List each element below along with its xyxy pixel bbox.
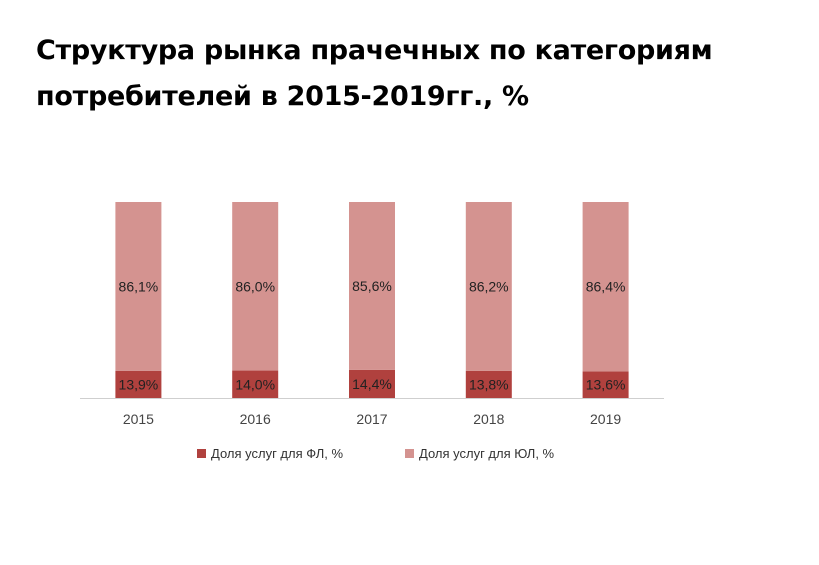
legend-swatch-fl (197, 449, 206, 458)
x-tick-label-2015: 2015 (123, 411, 154, 427)
data-label-fl-2019: 13,6% (586, 377, 626, 393)
x-tick-label-2017: 2017 (356, 411, 387, 427)
chart-title: Структура рынка прачечных по категориям … (36, 35, 713, 112)
bar-fl-2015 (115, 370, 162, 398)
bar-yl-2018 (465, 202, 512, 371)
x-axis-ticks: 2015 2016 2017 2018 2019 (123, 411, 622, 427)
x-tick-label-2018: 2018 (473, 411, 504, 427)
bar-yl-2017 (349, 202, 395, 370)
bar-fl-2017 (349, 369, 395, 398)
x-tick-label-2019: 2019 (590, 411, 621, 427)
data-label-fl-2016: 14,0% (235, 376, 275, 392)
legend-label-fl: Доля услуг для ФЛ, % (211, 446, 343, 461)
legend-label-yl: Доля услуг для ЮЛ, % (419, 446, 555, 461)
bar-fl-2018 (465, 370, 512, 398)
data-label-yl-2015: 86,1% (119, 278, 159, 294)
x-tick-label-2016: 2016 (240, 411, 271, 427)
data-label-fl-2017: 14,4% (352, 376, 392, 392)
bar-yl-2015 (115, 202, 162, 371)
data-label-yl-2018: 86,2% (469, 278, 509, 294)
data-label-yl-2017: 85,6% (352, 278, 392, 294)
data-label-yl-2019: 86,4% (586, 279, 626, 295)
bar-yl-2019 (582, 202, 629, 372)
bar-fl-2016 (232, 370, 279, 398)
legend: Доля услуг для ФЛ, % Доля услуг для ЮЛ, % (197, 446, 555, 461)
bars-layer: 13,9% 86,1% 14,0% 86,0% 14,4% 85,6% 13,8% 86,2%… (115, 202, 629, 398)
bar-yl-2016 (232, 202, 279, 371)
bar-fl-2019 (582, 371, 629, 398)
legend-swatch-yl (405, 449, 414, 458)
data-label-yl-2016: 86,0% (235, 278, 275, 294)
data-label-fl-2018: 13,8% (469, 376, 509, 392)
data-label-fl-2015: 13,9% (119, 376, 159, 392)
